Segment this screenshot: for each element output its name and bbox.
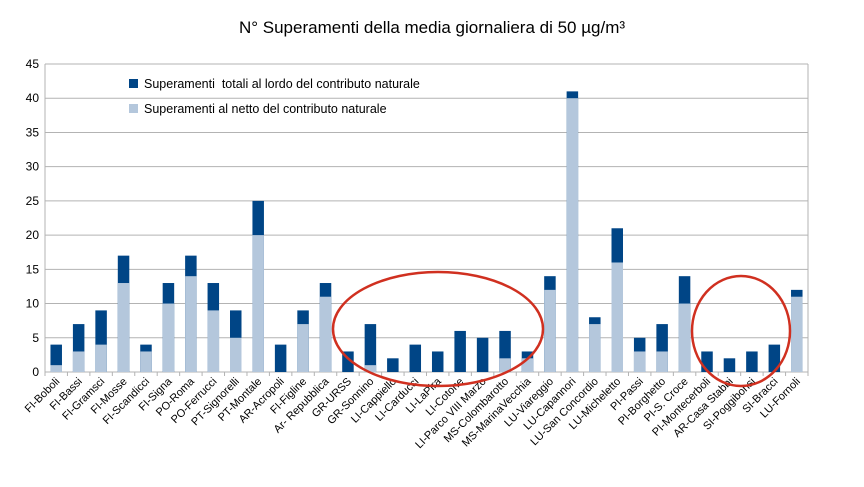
- y-tick-label: 0: [32, 365, 39, 379]
- bar-net-12: [319, 296, 332, 372]
- bar-total-30: [723, 358, 736, 372]
- bar-net-21: [521, 358, 534, 372]
- bar-net-7: [207, 310, 220, 372]
- bar-net-0: [50, 365, 62, 372]
- bar-net-33: [791, 296, 803, 372]
- legend-swatch-0: [129, 79, 138, 88]
- bar-net-6: [185, 276, 197, 372]
- legend-swatch-1: [129, 104, 138, 113]
- y-tick-label: 10: [26, 297, 40, 311]
- bar-net-22: [544, 289, 556, 372]
- bar-net-1: [72, 351, 85, 372]
- bar-net-27: [656, 351, 668, 372]
- annotation-ellipse: [690, 274, 792, 388]
- bar-net-5: [162, 303, 175, 372]
- bar-net-11: [297, 324, 309, 372]
- bar-total-18: [454, 330, 466, 372]
- y-tick-label: 40: [26, 91, 40, 105]
- bar-total-29: [701, 351, 713, 372]
- bar-total-13: [342, 351, 354, 372]
- bar-total-10: [274, 344, 287, 372]
- bar-total-2: [95, 310, 107, 372]
- y-tick-label: 15: [26, 262, 40, 276]
- y-tick-label: 5: [32, 331, 39, 345]
- bar-net-23: [566, 98, 579, 372]
- legend-label-1: Superamenti al netto del contributo natu…: [144, 102, 387, 116]
- bar-net-24: [589, 324, 601, 372]
- bar-net-14: [364, 365, 377, 372]
- bar-total-0: [50, 344, 62, 372]
- y-tick-label: 30: [26, 160, 40, 174]
- bar-total-32: [768, 344, 781, 372]
- legend-label-0: Superamenti totali al lordo del contribu…: [144, 77, 420, 91]
- y-tick-label: 20: [26, 228, 40, 242]
- bar-total-20: [499, 330, 511, 372]
- y-tick-label: 45: [26, 57, 40, 71]
- bar-net-28: [678, 303, 691, 372]
- bar-net-4: [140, 351, 152, 372]
- bar-net-2: [95, 344, 107, 372]
- bar-total-17: [431, 351, 444, 372]
- y-tick-label: 35: [26, 125, 40, 139]
- bar-net-8: [230, 337, 242, 372]
- bar-total-1: [72, 324, 85, 372]
- bar-total-27: [656, 324, 668, 372]
- bar-total-14: [364, 324, 377, 372]
- bar-net-20: [499, 358, 511, 372]
- bar-net-9: [252, 235, 264, 372]
- bar-total-15: [387, 358, 399, 372]
- y-tick-label: 25: [26, 194, 40, 208]
- chart-title: N° Superamenti della media giornaliera d…: [238, 18, 626, 37]
- bar-total-31: [746, 351, 758, 372]
- bar-total-16: [409, 344, 422, 372]
- bar-net-25: [611, 262, 623, 372]
- bar-net-26: [633, 351, 646, 372]
- annotation-ellipse: [331, 270, 545, 388]
- bar-net-3: [117, 283, 130, 372]
- bar-total-19: [476, 337, 489, 372]
